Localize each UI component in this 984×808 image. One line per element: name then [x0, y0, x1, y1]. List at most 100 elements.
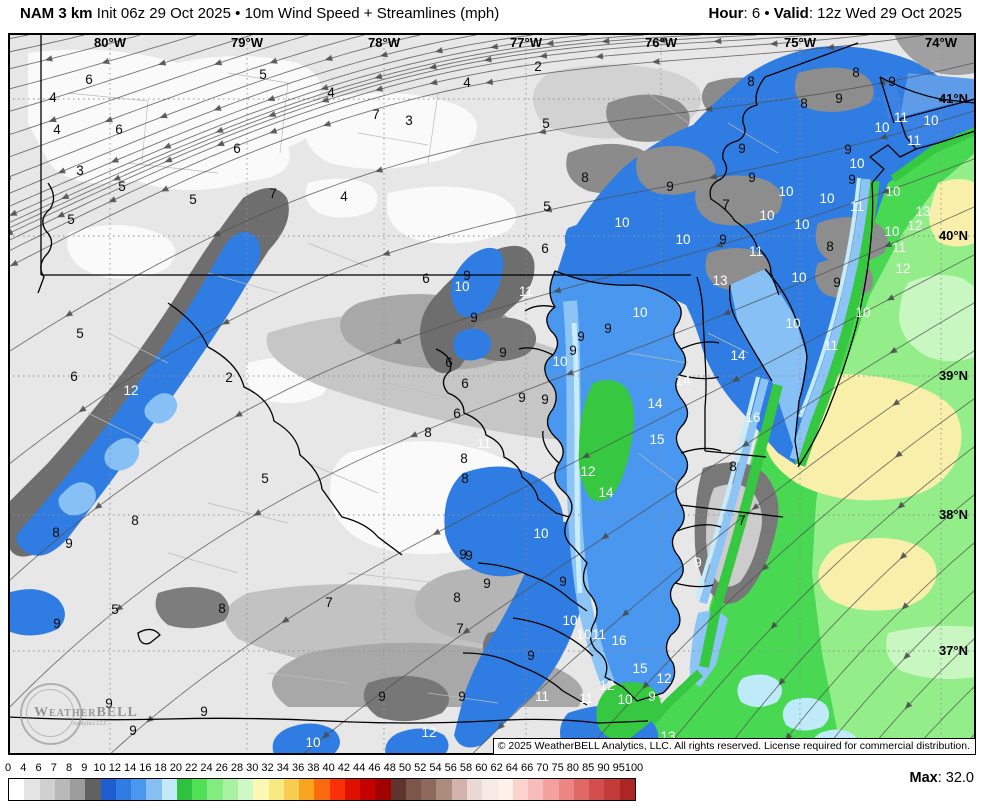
- wind-speed-value: 5: [118, 179, 126, 194]
- colorbar-tick-label: 0: [4, 762, 12, 774]
- wind-speed-value: 9: [888, 74, 896, 89]
- colorbar-tick-label: 6: [35, 762, 42, 774]
- wind-speed-value: 10: [923, 113, 938, 128]
- wind-speed-value: 7: [722, 197, 730, 212]
- colorbar-segment: [497, 779, 513, 800]
- colorbar-segment: [314, 779, 330, 800]
- colorbar-segment: [39, 779, 55, 800]
- wind-streamlines: [8, 34, 975, 755]
- bay-axis-pale-cyan: [571, 322, 583, 594]
- colorbar-tick-label: 14: [124, 762, 137, 774]
- colorbar-tick-label: 20: [169, 762, 183, 774]
- lon-label: 80°W: [94, 35, 127, 50]
- wind-speed-value: 5: [67, 212, 75, 227]
- copyright-notice: © 2025 WeatherBELL Analytics, LLC. All r…: [492, 738, 975, 754]
- colorbar-segment: [573, 779, 590, 800]
- colorbar-tick-label: 48: [383, 762, 396, 774]
- wind-speed-value: 5: [261, 471, 269, 486]
- wind-speed-value: 6: [422, 271, 430, 286]
- james-river: [462, 652, 588, 706]
- wind-speed-value: 11: [535, 689, 549, 704]
- wind-speed-value: 9: [105, 696, 113, 711]
- wind-speed-value: 7: [456, 621, 464, 636]
- wind-speed-value: 9: [470, 310, 478, 325]
- state-borders-coastlines: [8, 33, 976, 724]
- wind-speed-value: 9: [53, 616, 61, 631]
- wind-speed-value: 6: [85, 72, 93, 87]
- coastal-strips: [648, 127, 976, 725]
- wind-speed-value: 9: [835, 91, 843, 106]
- wind-speed-value: 10: [454, 279, 469, 294]
- colorbar-tick-labels: 0 4 6 7 8 9 10 12 14 16 18 20 22 24 26 28 30 32 34 36 38 40 42…: [4, 762, 643, 776]
- wind-speed-value: 9: [499, 345, 507, 360]
- colorbar-tick-label: 64: [505, 762, 518, 774]
- smith-mtn-lake: [137, 628, 161, 645]
- valid-title: Hour: 6 • Valid: 12z Wed 29 Oct 2025: [709, 5, 963, 22]
- wind-speed-value: 8: [581, 170, 589, 185]
- bullet: •: [235, 5, 241, 22]
- colorbar-segment: [390, 779, 406, 800]
- colorbar-tick-label: 62: [490, 762, 503, 774]
- wind-speed-value: 6: [541, 241, 549, 256]
- colorbar-segment: [619, 779, 635, 800]
- ocean-pale-green-patches: [886, 274, 975, 679]
- colorbar: [8, 778, 636, 801]
- colorbar-segment: [24, 779, 40, 800]
- colorbar-segment: [421, 779, 437, 800]
- colorbar-tick-label: 46: [368, 762, 381, 774]
- sep: :: [743, 5, 752, 22]
- wind-speed-value: 10: [614, 215, 629, 230]
- wind-speed-value: 9: [738, 141, 746, 156]
- colorbar-segment: [192, 779, 208, 800]
- li-south-shore: [915, 130, 976, 150]
- colorbar-segment: [375, 779, 391, 800]
- wind-speed-value: 12: [907, 218, 922, 233]
- wind-speed-value: 12: [656, 671, 671, 686]
- colorbar-tick-label: 75: [551, 762, 564, 774]
- colorbar-tick-label: 42: [337, 762, 351, 774]
- colorbar-tick-label: 16: [139, 762, 152, 774]
- james-mouth-green: [596, 682, 661, 741]
- lat-label: 39°N: [939, 368, 968, 383]
- colorbar-segment: [436, 779, 452, 800]
- colorbar-tick-label: 70: [536, 762, 549, 774]
- colorbar-segment: [54, 779, 71, 800]
- western-shore-rivers: [518, 305, 560, 464]
- wind-speed-value: 8: [424, 425, 432, 440]
- colorbar-segment: [283, 779, 300, 800]
- wind-speed-value: 4: [463, 75, 471, 90]
- wind-speed-value: 10: [632, 305, 647, 320]
- wind-speed-value: 9: [604, 321, 612, 336]
- wind-speed-value: 5: [111, 602, 119, 617]
- wind-speed-value: 6: [453, 406, 461, 421]
- wind-speed-value: 10: [759, 208, 774, 223]
- hour-value: 6: [751, 5, 761, 22]
- wind-speed-value: 10: [885, 184, 900, 199]
- wind-speed-value: 9: [65, 536, 73, 551]
- wind-speed-value: 12: [421, 725, 436, 740]
- sep: :: [937, 770, 946, 786]
- wind-speed-value: 9: [648, 689, 656, 704]
- wind-speed-value: 9: [577, 329, 585, 344]
- colorbar-segment: [268, 779, 284, 800]
- valid-value: 12z Wed 29 Oct 2025: [817, 5, 962, 22]
- colorbar-tick-label: 10: [93, 762, 106, 774]
- wind-speed-value: 11: [519, 284, 533, 299]
- lat-label: 40°N: [939, 228, 968, 243]
- wind-speed-value: 10: [884, 224, 899, 239]
- wind-speed-value: 11: [907, 133, 921, 148]
- wind-speed-value: 10: [778, 184, 793, 199]
- colorbar-segment: [466, 779, 483, 800]
- colorbar-tick-label: 18: [154, 762, 167, 774]
- wind-speed-value: 6: [115, 122, 123, 137]
- bullet: •: [764, 5, 770, 22]
- wind-speed-value: 13: [712, 273, 727, 288]
- ocean-yellow-patches: [764, 179, 975, 611]
- delmarva-md-va-line: [679, 504, 784, 518]
- wind-speed-value: 16: [611, 633, 626, 648]
- wind-speed-value: 5: [542, 116, 550, 131]
- wind-speed-value: 12: [895, 261, 910, 276]
- colorbar-segment: [176, 779, 193, 800]
- wind-speed-value: 16: [745, 410, 760, 425]
- eastern-shore-rivers: [674, 341, 722, 588]
